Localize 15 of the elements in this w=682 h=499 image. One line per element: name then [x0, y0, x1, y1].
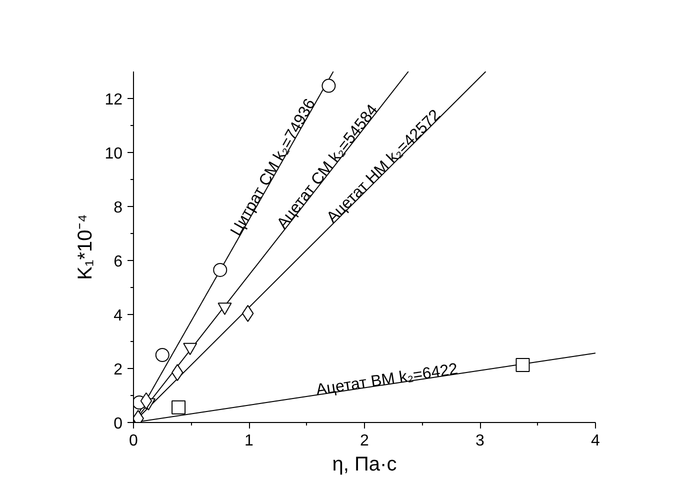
y-tick-label: 8	[114, 200, 123, 216]
x-axis-title: η, Па·с	[332, 454, 397, 476]
y-tick-label: 10	[104, 146, 123, 162]
x-tick-label: 3	[476, 432, 485, 450]
y-tick-label: 0	[114, 416, 123, 432]
y-tick-label: 6	[114, 254, 123, 270]
text: Ацетат ВМ k₂=6422	[314, 360, 460, 399]
y-tick-label: 4	[114, 308, 123, 324]
x-tick-label: 1	[244, 432, 254, 450]
y-tick-label: 12	[104, 92, 123, 108]
y-tick-label: 2	[114, 362, 123, 378]
x-tick-label: 2	[360, 432, 370, 450]
y-axis-title: K₁*10⁻⁴	[74, 214, 97, 280]
x-tick-label: 0	[129, 432, 138, 450]
x-tick-label: 4	[591, 432, 600, 450]
